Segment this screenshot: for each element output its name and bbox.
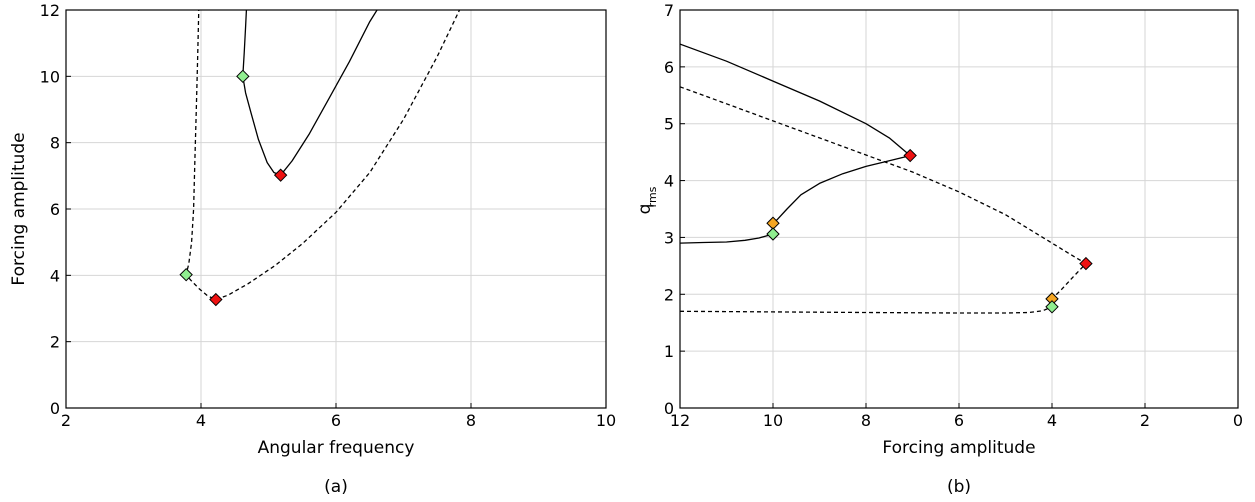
y-tick-label: 4 (664, 172, 674, 191)
y-tick-label: 2 (664, 285, 674, 304)
y-tick-label: 10 (40, 67, 60, 86)
y-tick-label: 12 (40, 1, 60, 20)
x-tick-label: 2 (61, 411, 71, 430)
x-tick-label: 8 (466, 411, 476, 430)
panel-caption: (b) (947, 477, 971, 497)
marker-diamond (903, 148, 917, 163)
x-tick-label: 10 (596, 411, 616, 430)
series-line-dashed (680, 306, 1053, 314)
marker-diamond (1079, 256, 1093, 271)
y-tick-label: 3 (664, 228, 674, 247)
marker-diamond (1045, 300, 1059, 314)
x-tick-label: 12 (670, 411, 690, 430)
y-axis-label: Forcing amplitude (9, 132, 29, 285)
panel-caption: (a) (324, 477, 348, 497)
y-tick-label: 0 (50, 399, 60, 418)
y-tick-label: 2 (50, 333, 60, 352)
series-line-dashed (185, 10, 461, 301)
marker-diamond (209, 292, 223, 307)
x-tick-label: 6 (331, 411, 341, 430)
y-tick-label: 5 (664, 115, 674, 134)
y-tick-label: 7 (664, 1, 674, 20)
series-group (680, 43, 1087, 314)
series-line-solid (680, 233, 774, 244)
x-axis-label: Forcing amplitude (882, 438, 1035, 458)
series-line-solid (680, 43, 911, 224)
series-group (185, 10, 461, 301)
x-tick-label: 2 (1140, 411, 1150, 430)
x-tick-label: 0 (1233, 411, 1243, 430)
series-line-dashed (680, 86, 1087, 300)
y-tick-label: 0 (664, 399, 674, 418)
marker-diamond (273, 168, 288, 182)
x-tick-label: 8 (861, 411, 871, 430)
marker-diamond (236, 69, 250, 84)
y-tick-label: 8 (50, 134, 60, 153)
x-tick-label: 6 (954, 411, 964, 430)
marker-diamond (179, 267, 193, 282)
y-tick-label: 6 (50, 200, 60, 219)
x-tick-label: 4 (1047, 411, 1057, 430)
y-axis-label-subscript: rms (646, 186, 659, 207)
y-tick-label: 1 (664, 342, 674, 361)
series-line-solid (242, 10, 378, 176)
x-tick-label: 10 (763, 411, 783, 430)
y-tick-label: 6 (664, 58, 674, 77)
y-tick-label: 4 (50, 266, 60, 285)
marker-diamond (766, 227, 780, 241)
x-tick-label: 4 (196, 411, 206, 430)
y-axis-label: q (635, 204, 655, 215)
x-axis-label: Angular frequency (258, 438, 415, 458)
